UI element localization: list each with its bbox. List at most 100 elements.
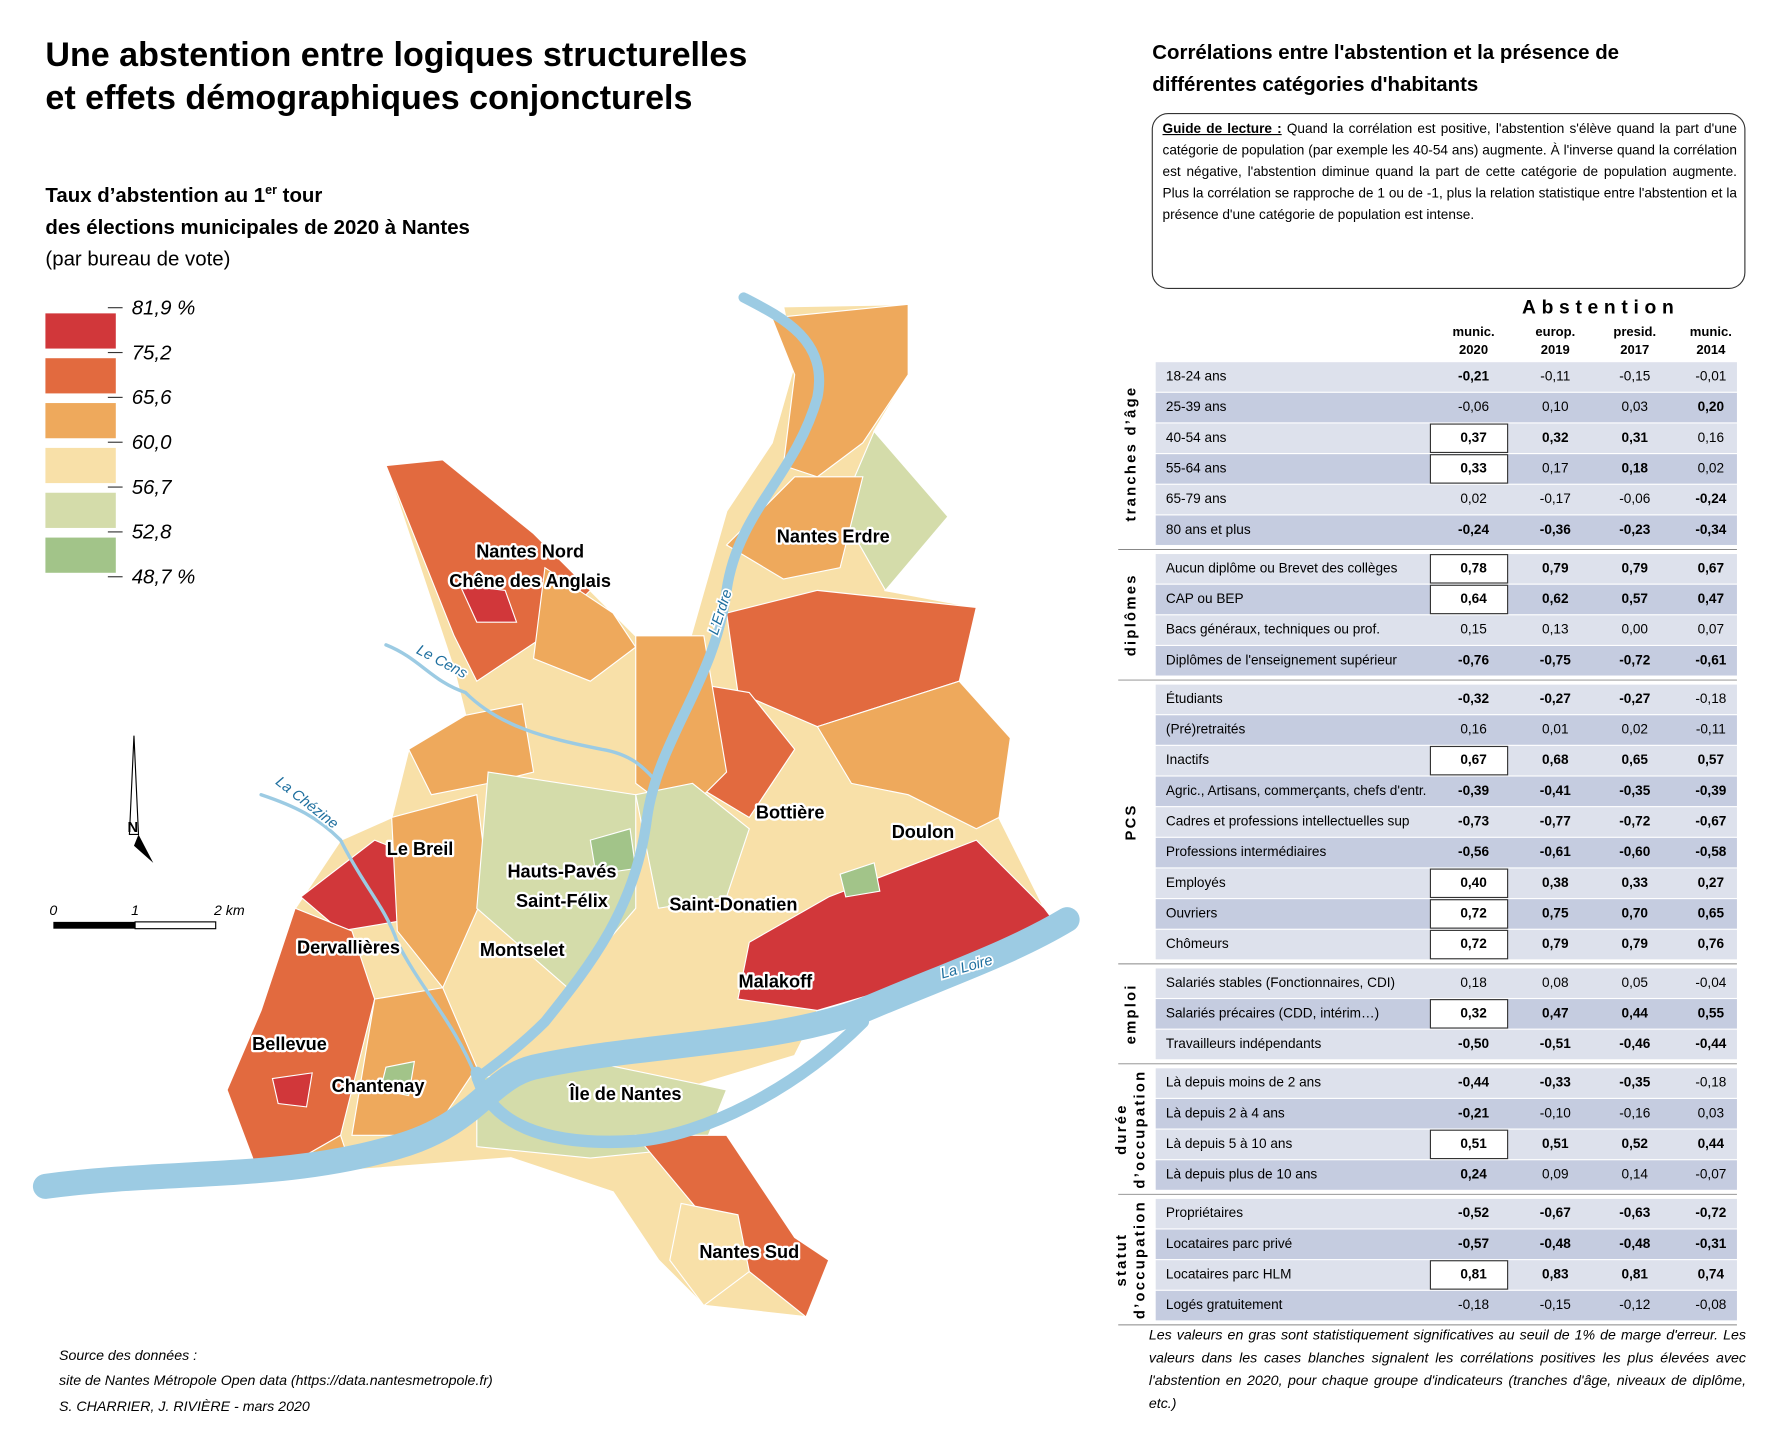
cell-value: -0,01 <box>1695 369 1726 384</box>
cell-value: 0,78 <box>1460 560 1487 575</box>
cell-value: -0,76 <box>1458 652 1489 667</box>
precinct <box>458 584 518 623</box>
cell-value: 0,18 <box>1622 460 1649 475</box>
river-loire-arm <box>470 1015 870 1148</box>
cell-value: -0,08 <box>1695 1297 1726 1312</box>
cell-value: -0,18 <box>1695 1075 1726 1090</box>
row-band <box>1155 1198 1737 1229</box>
row-band <box>1155 484 1737 515</box>
cell-value: -0,67 <box>1695 814 1726 829</box>
cell-value: -0,51 <box>1540 1036 1571 1051</box>
legend-swatch <box>45 358 116 394</box>
highlight-box <box>1429 554 1509 584</box>
row-band <box>1155 776 1737 807</box>
map-heading: Taux d’abstention au 1er tour des électi… <box>45 183 470 271</box>
cell-value: 0,20 <box>1698 399 1725 414</box>
row-band <box>1155 1160 1737 1190</box>
cell-value: 0,01 <box>1542 722 1569 737</box>
cell-value: -0,10 <box>1540 1105 1571 1120</box>
row-label: Diplômes de l'enseignement supérieur <box>1166 652 1398 667</box>
scale-label: 1 <box>131 903 139 919</box>
title-line: Une abstention entre logiques structurel… <box>45 36 747 74</box>
cell-value: -0,39 <box>1458 783 1489 798</box>
group-label: emploi <box>1123 983 1139 1044</box>
river-chezine <box>259 793 479 1081</box>
highlight-box <box>1429 1260 1509 1290</box>
legend-title: (par bureau de vote) <box>45 249 230 271</box>
legend-break: 48,7 % <box>132 567 196 589</box>
north-label: N <box>127 820 138 836</box>
highlight-box <box>1429 1129 1509 1160</box>
cell-value: 0,74 <box>1698 1267 1725 1282</box>
river-erdre <box>471 292 825 1084</box>
cell-value: -0,06 <box>1458 399 1489 414</box>
row-label: 80 ans et plus <box>1166 522 1251 537</box>
cell-value: 0,37 <box>1460 430 1487 445</box>
highlight-box <box>1429 423 1509 454</box>
cell-value: -0,73 <box>1458 814 1489 829</box>
cell-value: 0,02 <box>1460 491 1487 506</box>
cell-value: 0,13 <box>1542 622 1569 637</box>
cell-value: -0,36 <box>1540 522 1571 537</box>
north-arrow-shape <box>128 735 140 836</box>
legend-break: 81,9 % <box>132 298 196 320</box>
highlight-box <box>1429 454 1509 484</box>
guide-text: Guide de lecture : Quand la corrélation … <box>1163 118 1737 226</box>
cell-value: -0,61 <box>1695 652 1726 667</box>
row-band <box>1155 362 1737 392</box>
cell-value: -0,75 <box>1540 652 1571 667</box>
legend-break: 52,8 <box>132 522 172 544</box>
legend-break: 75,2 <box>132 342 172 364</box>
cell-value: -0,44 <box>1458 1075 1489 1090</box>
north-arrow: N <box>127 735 154 863</box>
scale-bar: 0 1 2 km <box>49 903 245 930</box>
group-label: d’occupation <box>1132 1070 1148 1189</box>
legend-title-sup: er <box>265 183 277 197</box>
rivers <box>32 292 1080 1199</box>
cell-value: -0,56 <box>1458 844 1489 859</box>
row-label: Là depuis moins de 2 ans <box>1166 1075 1321 1090</box>
cell-value: 0,51 <box>1542 1136 1569 1151</box>
cell-value: -0,04 <box>1695 975 1726 990</box>
cell-value: -0,15 <box>1540 1297 1571 1312</box>
cell-value: 0,57 <box>1622 591 1649 606</box>
row-band <box>1155 837 1737 868</box>
column-header: europ. <box>1535 324 1575 339</box>
legend-swatch <box>45 537 116 573</box>
cell-value: 0,65 <box>1698 906 1725 921</box>
precinct <box>816 680 1011 830</box>
map: Le Cens La Chézine L’Erdre La Loire Nant… <box>32 292 1080 1318</box>
cell-value: 0,14 <box>1622 1167 1649 1182</box>
cell-value: -0,07 <box>1695 1167 1726 1182</box>
cell-value: 0,18 <box>1460 975 1487 990</box>
cell-value: 0,51 <box>1460 1136 1487 1151</box>
cell-value: -0,58 <box>1695 844 1726 859</box>
cell-value: -0,27 <box>1540 691 1571 706</box>
row-label: 18-24 ans <box>1166 369 1227 384</box>
row-label: CAP ou BEP <box>1166 591 1244 606</box>
legend-break: 65,6 <box>132 387 172 409</box>
legend-swatch <box>45 447 116 484</box>
guide: Guide de lecture : Quand la corrélation … <box>1163 118 1737 226</box>
cell-value: 0,52 <box>1622 1136 1649 1151</box>
legend-title-part: Taux d’abstention au 1 <box>45 185 265 207</box>
precincts <box>226 303 1063 1318</box>
district-label: Bottière <box>756 803 825 823</box>
row-label: Propriétaires <box>1166 1205 1243 1220</box>
row-label: Inactifs <box>1166 752 1209 767</box>
cell-value: -0,60 <box>1619 844 1650 859</box>
legend-title: des élections municipales de 2020 à Nant… <box>45 217 470 239</box>
table-title: différentes catégories d'habitants <box>1152 74 1478 96</box>
district-label: Saint-Félix <box>516 891 608 911</box>
row-band <box>1155 392 1737 423</box>
cell-value: -0,15 <box>1619 369 1650 384</box>
row-label: Chômeurs <box>1166 936 1229 951</box>
source: Source des données : <box>59 1348 197 1364</box>
cell-value: 0,62 <box>1542 591 1569 606</box>
cell-value: 0,47 <box>1698 591 1725 606</box>
column-header: munic. <box>1690 324 1732 339</box>
district-label: Hauts-Pavés <box>507 862 616 882</box>
cell-value: 0,55 <box>1698 1005 1725 1020</box>
guide-label: Guide de lecture : <box>1162 120 1282 137</box>
